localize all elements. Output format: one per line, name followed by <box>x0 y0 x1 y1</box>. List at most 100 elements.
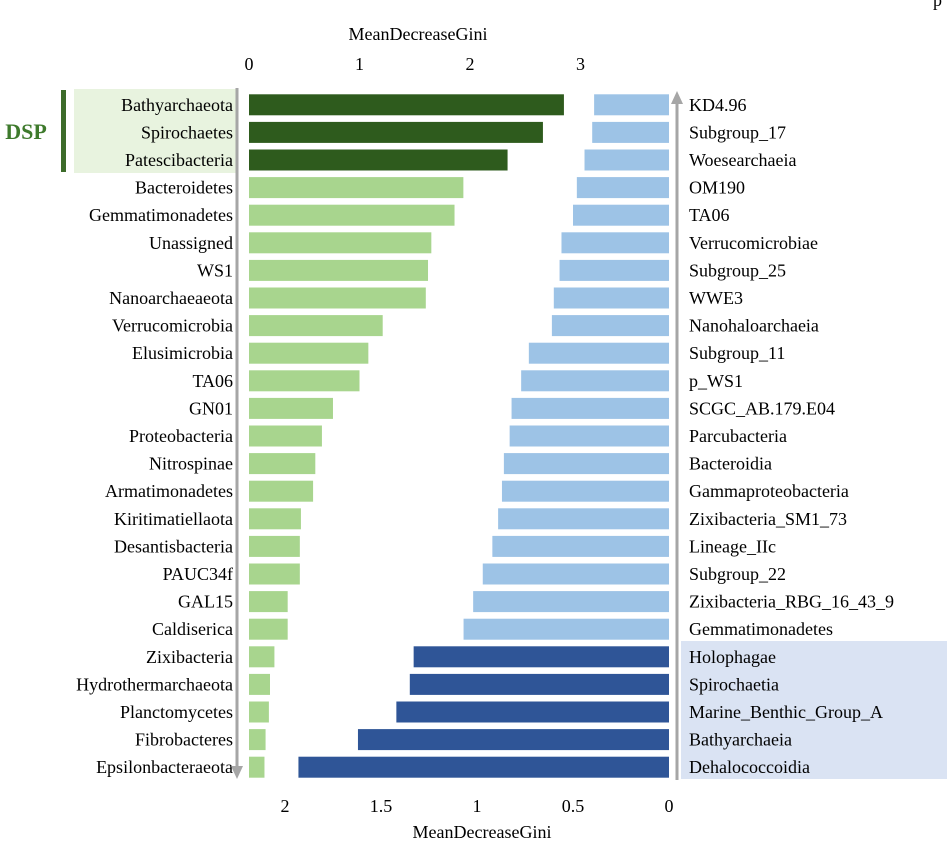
left-category-label: Spirochaetes <box>141 122 233 142</box>
right-bar <box>501 480 669 502</box>
bottom-tick-label: 0.5 <box>562 796 585 816</box>
left-category-label: PAUC34f <box>163 564 233 584</box>
bottom-tick-label: 1.5 <box>370 796 393 816</box>
left-bar <box>249 618 288 640</box>
left-category-label: Epsilonbacteraeota <box>96 757 233 777</box>
left-axis-arrowhead <box>231 766 243 779</box>
top-axis-title: MeanDecreaseGini <box>349 24 488 44</box>
left-category-label: TA06 <box>192 371 233 391</box>
left-category-label: Nanoarchaeaeota <box>109 288 233 308</box>
right-category-label: Lineage_IIc <box>689 536 776 556</box>
left-category-label: Zixibacteria <box>146 647 233 667</box>
right-bar <box>492 535 669 557</box>
left-bar <box>249 729 266 751</box>
right-bar <box>463 618 669 640</box>
right-bar-panel: KD4.96 Subgroup_17 Woesearchaeia OM190 TA06 V… <box>281 91 894 816</box>
right-bar <box>396 701 669 723</box>
right-category-label: Spirochaetia <box>689 674 779 694</box>
right-bar <box>503 453 669 475</box>
right-bar <box>576 177 669 199</box>
left-bar <box>249 232 432 254</box>
left-bar <box>249 535 300 557</box>
right-category-label: TA06 <box>689 205 730 225</box>
left-category-label: WS1 <box>197 260 233 280</box>
right-bar <box>521 370 669 392</box>
left-bar <box>249 480 314 502</box>
left-category-label: Proteobacteria <box>129 426 233 446</box>
left-category-label: GAL15 <box>178 592 233 612</box>
background-layer <box>61 89 947 779</box>
left-category-label: Armatimonadetes <box>105 481 233 501</box>
right-category-label: Bathyarchaeia <box>689 730 792 750</box>
top-tick-label: 2 <box>466 54 475 74</box>
right-bar <box>409 673 669 695</box>
right-category-label: SCGC_AB.179.E04 <box>689 398 835 418</box>
right-category-label: Gammaproteobacteria <box>689 481 849 501</box>
left-category-label: Patescibacteria <box>125 150 233 170</box>
bottom-tick-label: 0 <box>665 796 674 816</box>
left-bar <box>249 425 322 447</box>
left-bar <box>249 259 429 281</box>
left-category-label: Bacteroidetes <box>135 178 233 198</box>
left-bar <box>249 756 265 778</box>
left-bar <box>249 177 464 199</box>
left-category-label: Desantisbacteria <box>114 536 233 556</box>
right-category-label: Bacteroidia <box>689 454 772 474</box>
right-bar <box>594 94 669 116</box>
left-bar <box>249 204 455 226</box>
right-category-label: Subgroup_11 <box>689 343 785 363</box>
left-bar <box>249 94 564 116</box>
right-group-highlight-background <box>681 641 947 779</box>
left-bar <box>249 287 426 309</box>
right-category-label: Parcubacteria <box>689 426 787 446</box>
left-category-label: Kiritimatiellaota <box>114 509 233 529</box>
left-bar <box>249 342 369 364</box>
right-bar <box>553 287 669 309</box>
right-category-label: Holophagae <box>689 647 776 667</box>
left-bar <box>249 397 333 419</box>
bottom-axis-title: MeanDecreaseGini <box>413 822 552 842</box>
right-category-label: Gemmatimonadetes <box>689 619 833 639</box>
left-category-label: Nitrospinae <box>149 454 233 474</box>
right-bar <box>298 756 669 778</box>
right-bar <box>357 729 669 751</box>
right-bar <box>561 232 669 254</box>
right-bar <box>509 425 669 447</box>
right-axis-arrowhead <box>671 91 683 104</box>
dsp-bracket-bar <box>61 90 66 172</box>
partial-title-glyph: p <box>933 0 942 10</box>
right-bar <box>551 315 669 337</box>
right-bar <box>511 397 669 419</box>
right-bar <box>528 342 669 364</box>
group-label-dsp: DSP <box>5 119 47 144</box>
right-bar <box>413 646 669 668</box>
right-category-label: Subgroup_25 <box>689 260 786 280</box>
bottom-tick-label: 2 <box>281 796 290 816</box>
right-category-label: Woesearchaeia <box>689 150 796 170</box>
top-tick-label: 3 <box>576 54 585 74</box>
left-category-label: Elusimicrobia <box>132 343 233 363</box>
left-category-label: Bathyarchaeota <box>121 95 233 115</box>
left-category-label: GN01 <box>189 398 233 418</box>
left-category-label: Planctomycetes <box>120 702 233 722</box>
left-bar <box>249 149 508 171</box>
left-bar <box>249 121 543 143</box>
right-bar <box>592 121 669 143</box>
right-category-label: Subgroup_22 <box>689 564 786 584</box>
left-category-label: Fibrobacteres <box>135 730 233 750</box>
left-bar <box>249 591 288 613</box>
right-category-label: Marine_Benthic_Group_A <box>689 702 883 722</box>
right-category-label: Nanohaloarchaeia <box>689 316 819 336</box>
left-bar <box>249 315 383 337</box>
right-bar <box>473 591 669 613</box>
dsp-highlight-background <box>74 89 236 173</box>
left-category-label: Gemmatimonadetes <box>89 205 233 225</box>
left-bar <box>249 453 316 475</box>
left-category-label: Verrucomicrobia <box>112 316 233 336</box>
left-bar <box>249 563 300 585</box>
right-category-label: KD4.96 <box>689 95 747 115</box>
right-bar <box>559 259 669 281</box>
left-bar-panel: Bathyarchaeota Spirochaetes Patescibacteri… <box>76 54 585 779</box>
right-category-label: WWE3 <box>689 288 743 308</box>
right-category-label: Zixibacteria_SM1_73 <box>689 509 847 529</box>
